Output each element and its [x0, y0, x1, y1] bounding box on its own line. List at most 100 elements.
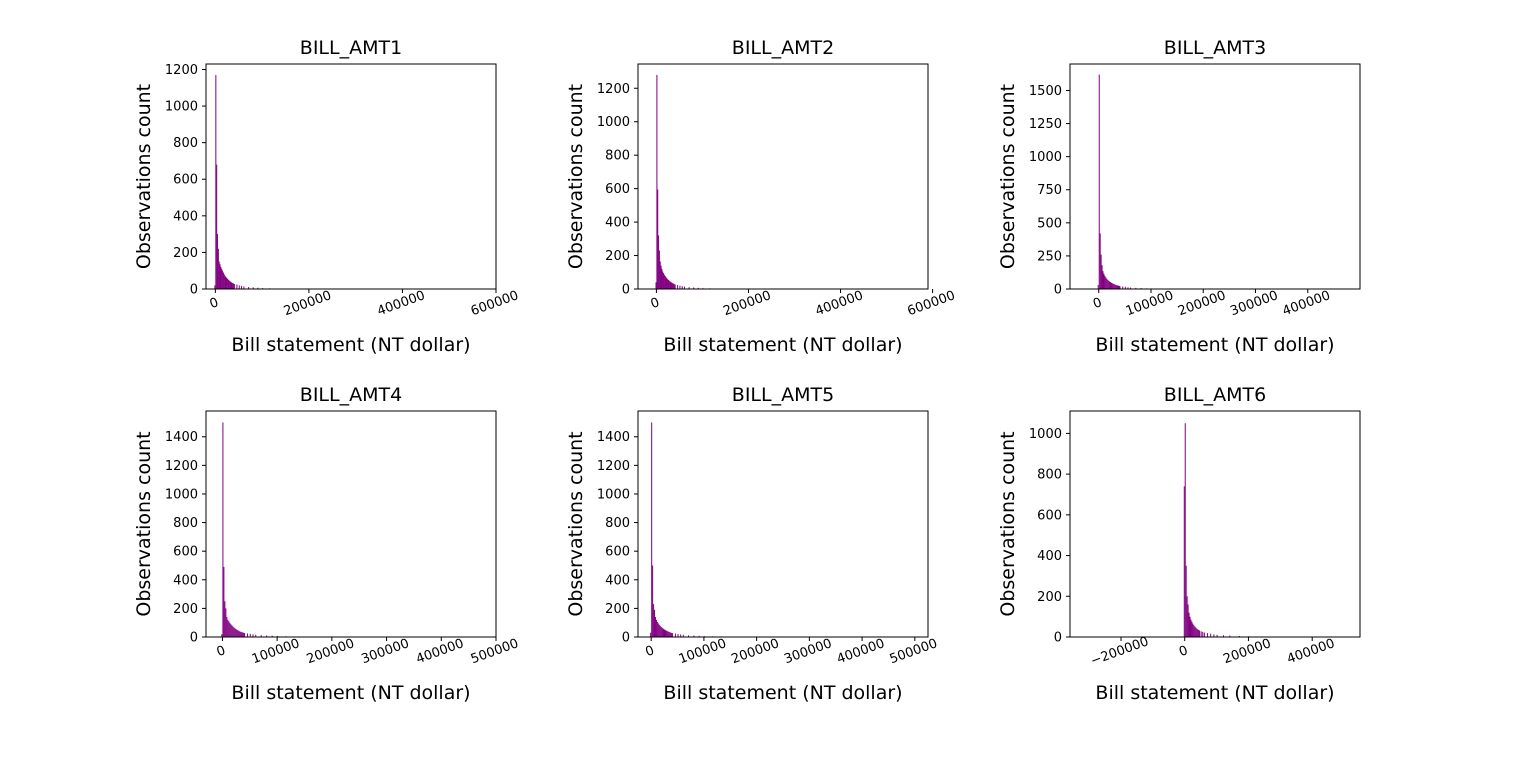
- x-tick-label: 600000: [469, 288, 521, 319]
- histogram-bar: [672, 283, 674, 289]
- histogram-bars: [655, 74, 732, 290]
- y-tick-label: 1200: [165, 459, 198, 474]
- x-tick-label: 400000: [414, 636, 466, 667]
- histogram-bar: [1110, 282, 1112, 289]
- plot-frame: [205, 63, 497, 290]
- x-tick-label: 200000: [721, 288, 773, 319]
- histogram-bar: [677, 284, 679, 289]
- histogram-bar: [1203, 632, 1205, 637]
- y-tick-label: 800: [605, 516, 630, 531]
- histogram-bar: [257, 287, 259, 289]
- y-tick-label: 1000: [165, 100, 198, 115]
- histogram-bars: [221, 422, 333, 637]
- subplot-title: BILL_AMT4: [300, 384, 402, 406]
- histogram-bar: [235, 628, 237, 637]
- histogram-bar: [1100, 254, 1102, 289]
- histogram-bar: [661, 268, 663, 289]
- histogram-bar: [693, 287, 695, 289]
- histogram-bar: [215, 74, 217, 289]
- x-tick-label: 300000: [782, 636, 834, 667]
- histogram-bar: [682, 634, 684, 637]
- histogram-bar: [222, 270, 224, 289]
- histogram-bars: [650, 422, 758, 637]
- y-tick-label: 400: [173, 573, 198, 588]
- y-axis-label: Observations count: [133, 84, 155, 269]
- histogram-bar: [663, 273, 665, 289]
- x-axis-label: Bill statement (NT dollar): [663, 334, 902, 356]
- subplot-bill-amt6: −200000 0 200000 400000 0 200 400 600 800 1000 B…: [997, 384, 1361, 704]
- y-tick-label: 600: [173, 545, 198, 560]
- histogram-bar: [654, 609, 656, 637]
- histogram-bar: [1111, 283, 1113, 289]
- x-axis-ticks: 0 200000 400000 600000: [649, 288, 958, 319]
- histogram-bar: [243, 286, 245, 289]
- histogram-bar: [659, 261, 661, 289]
- y-tick-label: 200: [605, 602, 630, 617]
- y-tick-label: 800: [605, 149, 630, 164]
- x-tick-label: 400000: [835, 636, 887, 667]
- histogram-bar: [668, 631, 670, 637]
- histogram-bar: [255, 634, 257, 637]
- histogram-bar: [1106, 278, 1108, 289]
- x-tick-label: 600000: [906, 288, 958, 319]
- histogram-bar: [663, 629, 665, 637]
- histogram-bar: [221, 634, 223, 637]
- histogram-bar: [236, 629, 238, 637]
- y-tick-label: 1000: [597, 487, 630, 502]
- histogram-bar: [662, 628, 664, 637]
- y-tick-label: 1000: [597, 115, 630, 130]
- histogram-bar: [232, 626, 234, 637]
- histogram-bar: [1191, 621, 1193, 637]
- histogram-bar: [664, 629, 666, 637]
- y-axis-label: Observations count: [997, 431, 1019, 616]
- histogram-bar: [1103, 273, 1105, 289]
- histogram-bar: [221, 268, 223, 289]
- histogram-bar: [1124, 286, 1126, 289]
- x-tick-label: 400000: [375, 288, 427, 319]
- y-axis-label: Observations count: [565, 431, 587, 616]
- histogram-bar: [239, 631, 241, 637]
- y-tick-label: 1200: [597, 82, 630, 97]
- y-tick-label: 400: [173, 209, 198, 224]
- histogram-bar: [1099, 233, 1101, 289]
- histogram-bar: [670, 282, 672, 289]
- x-tick-label: 0: [215, 643, 228, 660]
- y-tick-label: 1000: [165, 487, 198, 502]
- y-tick-label: 1500: [1029, 84, 1062, 99]
- histogram-bar: [227, 279, 229, 289]
- histogram-bar: [654, 616, 656, 637]
- histogram-bar: [1185, 565, 1187, 637]
- histogram-bar: [240, 631, 242, 637]
- histogram-bars: [1097, 74, 1168, 289]
- histogram-bar: [650, 632, 652, 637]
- y-tick-label: 600: [1037, 508, 1062, 523]
- histogram-bar: [1216, 634, 1218, 637]
- y-tick-label: 200: [1037, 590, 1062, 605]
- histogram-bar: [655, 619, 657, 637]
- histogram-bar: [662, 271, 664, 289]
- y-tick-label: 800: [1037, 468, 1062, 483]
- histogram-bar: [228, 280, 230, 289]
- histogram-bar: [1238, 635, 1240, 637]
- x-axis-label: Bill statement (NT dollar): [231, 334, 470, 356]
- histogram-bar: [1109, 281, 1111, 289]
- histogram-bar: [655, 282, 657, 289]
- y-tick-label: 1400: [597, 430, 630, 445]
- y-tick-label: 1200: [165, 63, 198, 78]
- histogram-bar: [672, 283, 674, 289]
- y-axis-label: Observations count: [133, 431, 155, 616]
- histogram-bar: [667, 279, 669, 289]
- histogram-bar: [249, 633, 251, 637]
- x-tick-label: 200000: [1176, 288, 1228, 319]
- histogram-bar: [1207, 633, 1209, 637]
- subplot-bill-amt5: 0 100000 200000 300000 400000 500000 0 200 400 6…: [565, 384, 940, 704]
- y-tick-label: 400: [605, 216, 630, 231]
- histogram-bar: [658, 235, 660, 289]
- histogram-bar: [652, 565, 654, 637]
- x-tick-label: 100000: [677, 636, 729, 667]
- histogram-bar: [684, 286, 686, 289]
- histogram-bar: [220, 267, 222, 289]
- histogram-bar: [1114, 284, 1116, 289]
- histogram-bar: [666, 630, 668, 637]
- histogram-bar: [660, 265, 662, 289]
